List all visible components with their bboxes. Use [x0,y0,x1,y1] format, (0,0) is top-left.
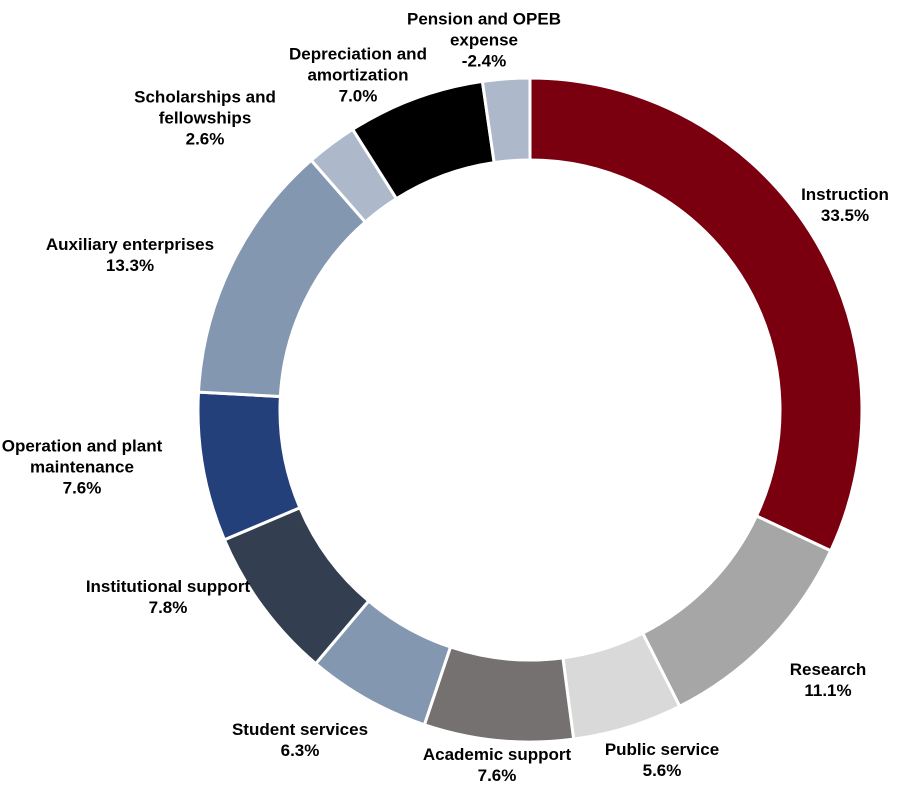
slice-label: Auxiliary enterprises 13.3% [20,234,240,276]
value-label: 7.6% [477,766,517,785]
slice-label: Depreciation and amortization 7.0% [283,44,433,107]
category-name: Academic support [422,745,572,764]
slice [528,76,864,553]
slice-label: Operation and plant maintenance 7.6% [0,436,168,499]
slice-label: Student services 6.3% [200,719,400,761]
slice-label: Instruction 33.5% [745,184,904,226]
value-label: 7.6% [62,478,102,498]
category-name: Auxiliary enterprises [45,235,215,254]
slice-label: Academic support 7.6% [397,744,597,786]
slice-label: Institutional support 7.8% [58,576,278,618]
category-name: Pension and OPEB expense [407,9,561,50]
category-name: Research [789,660,867,679]
value-label: 2.6% [185,129,225,149]
value-label: 7.8% [148,598,188,617]
category-name: Scholarships and fellowships [134,87,276,128]
category-name: Operation and plant maintenance [1,436,163,477]
value-label: 33.5% [820,206,870,225]
slice-label: Scholarships and fellowships 2.6% [118,87,293,150]
slice-label: Research 11.1% [728,659,904,701]
category-name: Public service [604,740,720,759]
category-name: Instruction [801,185,889,204]
slice [480,76,532,165]
slice [196,158,368,399]
slice-label: Public service 5.6% [562,739,762,781]
category-name: Institutional support [85,577,251,596]
value-label: 11.1% [804,681,852,700]
category-name: Depreciation and amortization [289,44,427,85]
value-label: 13.3% [105,256,155,275]
value-label: 6.3% [280,741,320,760]
category-name: Student services [231,720,369,739]
value-label: 7.0% [338,86,378,106]
value-label: -2.4% [461,51,507,71]
value-label: 5.6% [642,761,682,780]
slice-label: Pension and OPEB expense -2.4% [392,9,577,72]
